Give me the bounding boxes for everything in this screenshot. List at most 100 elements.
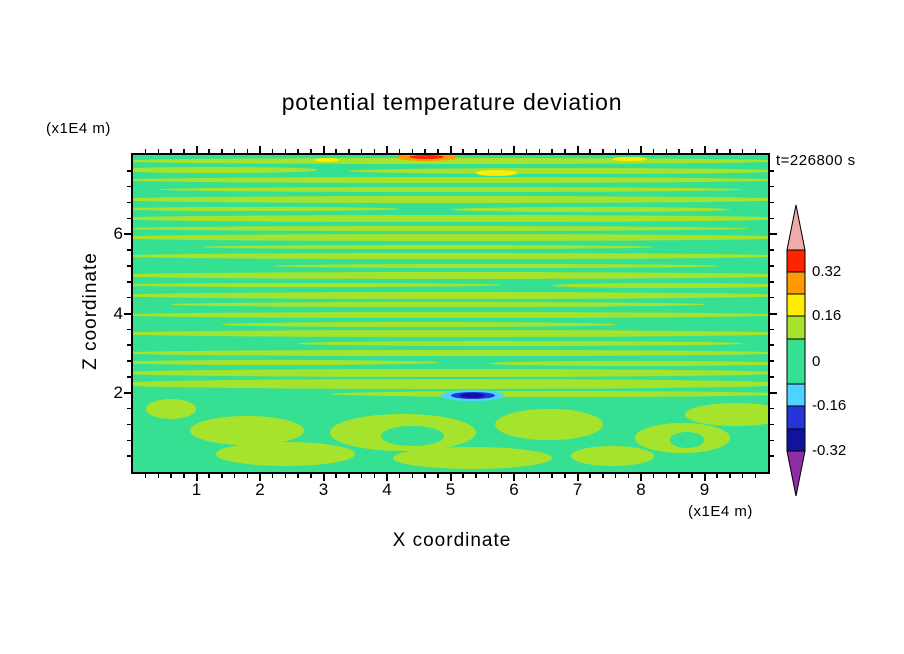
- contour-band: [202, 244, 654, 250]
- x-tick-label: 7: [572, 480, 583, 499]
- contour-band: [460, 393, 486, 398]
- plot-area: [124, 146, 777, 481]
- x-axis-title: X coordinate: [392, 530, 512, 551]
- x-axis-minor-tick: [627, 474, 630, 478]
- colorbar-segment: [786, 271, 806, 295]
- x-tick-label: 1: [191, 480, 202, 499]
- y-axis-minor-tick: [770, 376, 774, 378]
- chart-title: potential temperature deviation: [281, 89, 623, 115]
- contour-band: [133, 158, 768, 164]
- x-axis-minor-tick: [310, 474, 312, 478]
- x-axis-minor-tick: [373, 149, 376, 153]
- x-axis-minor-tick: [424, 149, 426, 153]
- contour-band: [612, 156, 648, 162]
- y-axis-minor-tick: [770, 455, 774, 457]
- x-axis-minor-tick: [310, 149, 312, 153]
- x-axis-minor-tick: [157, 474, 160, 478]
- x-tick-label: 8: [636, 480, 646, 499]
- x-axis-minor-tick: [652, 474, 655, 478]
- x-axis-minor-tick: [233, 149, 236, 153]
- colorbar-segment: [786, 383, 806, 407]
- x-axis-major-tick: [640, 474, 642, 481]
- x-axis-minor-tick: [170, 474, 172, 478]
- x-axis-minor-tick: [297, 474, 299, 478]
- contour-band: [133, 291, 768, 299]
- x-axis-major-tick: [703, 146, 706, 153]
- x-axis-minor-tick: [487, 149, 490, 153]
- x-axis-minor-tick: [729, 149, 731, 153]
- y-axis-major-tick: [124, 312, 131, 315]
- x-axis-minor-tick: [208, 474, 210, 478]
- y-axis-minor-tick: [770, 407, 774, 410]
- y-axis-minor-tick: [127, 265, 131, 267]
- x-axis-minor-tick: [246, 474, 249, 478]
- contour-band: [133, 379, 768, 389]
- x-axis-major-tick: [576, 474, 579, 481]
- x-axis-unit-label: (x1E4 m): [688, 503, 753, 520]
- x-axis-minor-tick: [678, 474, 680, 478]
- contour-band: [133, 360, 438, 365]
- contour-band: [380, 426, 445, 447]
- contour-band: [215, 442, 356, 467]
- x-axis-major-tick: [195, 474, 198, 481]
- contour-band: [133, 311, 768, 318]
- x-axis-minor-tick: [614, 474, 617, 478]
- contour-band: [133, 167, 318, 173]
- x-axis-minor-tick: [475, 149, 477, 153]
- y-axis-minor-tick: [127, 439, 131, 442]
- x-axis-minor-tick: [360, 149, 363, 153]
- y-axis-minor-tick: [770, 170, 774, 172]
- x-axis-major-tick: [703, 474, 706, 481]
- x-axis-minor-tick: [589, 474, 591, 478]
- contour-band: [133, 252, 768, 260]
- x-axis-minor-tick: [691, 149, 693, 153]
- x-axis-minor-tick: [170, 149, 172, 153]
- contour-band: [133, 206, 400, 212]
- y-axis-minor-tick: [127, 423, 131, 426]
- x-axis-major-tick: [449, 474, 452, 481]
- y-axis-minor-tick: [127, 328, 131, 331]
- x-axis-minor-tick: [360, 474, 363, 478]
- contour-band: [133, 272, 768, 279]
- contour-band: [221, 321, 616, 327]
- contour-band: [409, 155, 445, 159]
- colorbar-segment: [786, 249, 806, 273]
- x-axis-minor-tick: [627, 149, 630, 153]
- x-axis-major-tick: [449, 146, 452, 153]
- x-tick-label: 3: [318, 480, 329, 499]
- x-tick-label: 6: [509, 480, 519, 499]
- x-axis-minor-tick: [716, 474, 718, 478]
- x-axis-major-tick: [259, 146, 261, 153]
- x-axis-major-tick: [195, 146, 198, 153]
- x-axis-minor-tick: [398, 474, 401, 478]
- y-axis-unit-label: (x1E4 m): [46, 120, 111, 137]
- x-tick-label: 5: [445, 480, 456, 499]
- x-axis-minor-tick: [500, 149, 503, 153]
- x-axis-minor-tick: [297, 149, 299, 153]
- x-axis-minor-tick: [754, 149, 757, 153]
- x-axis-minor-tick: [183, 474, 185, 478]
- y-axis-minor-tick: [770, 249, 774, 251]
- colorbar-label: -0.16: [812, 397, 847, 414]
- y-axis-minor-tick: [127, 360, 131, 362]
- contour-band: [158, 187, 743, 193]
- contour-band: [133, 215, 768, 222]
- contour-band: [475, 170, 518, 176]
- y-axis-minor-tick: [127, 201, 131, 204]
- contour-band: [133, 349, 768, 357]
- contour-band: [685, 402, 768, 427]
- x-axis-major-tick: [386, 146, 388, 153]
- x-tick-label: 4: [382, 480, 392, 499]
- contour-band: [171, 302, 705, 308]
- y-axis-minor-tick: [770, 185, 774, 188]
- y-axis-major-tick: [124, 233, 131, 236]
- y-axis-minor-tick: [127, 407, 131, 410]
- contour-band: [133, 369, 768, 377]
- y-axis-minor-tick: [770, 296, 774, 299]
- y-axis-minor-tick: [127, 281, 131, 283]
- y-axis-major-tick: [124, 391, 131, 394]
- y-tick-label: 6: [113, 224, 123, 244]
- x-axis-minor-tick: [373, 474, 376, 478]
- y-axis-minor-tick: [127, 455, 131, 457]
